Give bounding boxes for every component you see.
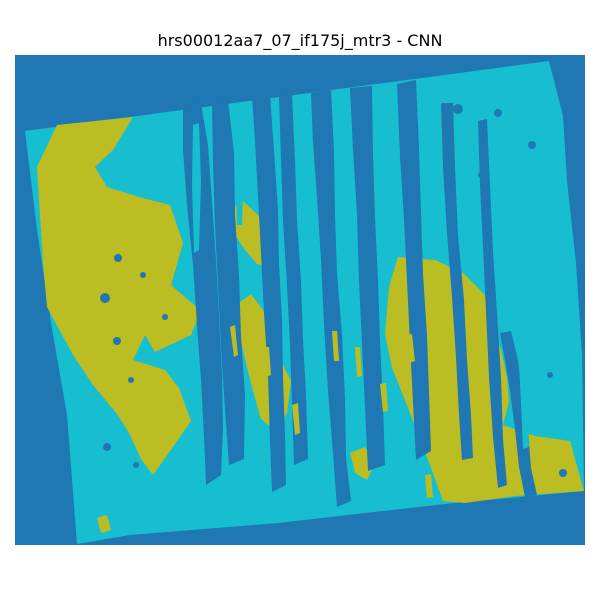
dark-speckles bbox=[100, 104, 567, 477]
olive-region-left bbox=[37, 117, 201, 475]
olive-region-right bbox=[385, 257, 584, 503]
vertical-dark-stripes bbox=[183, 80, 537, 507]
classification-map-panel bbox=[15, 55, 585, 545]
cyan-fragments bbox=[192, 113, 529, 449]
olive-speckles bbox=[230, 325, 433, 498]
classification-map bbox=[15, 55, 585, 545]
figure-title: hrs00012aa7_07_if175j_mtr3 - CNN bbox=[157, 31, 443, 50]
olive-region-bottom-left-spot bbox=[97, 515, 111, 533]
